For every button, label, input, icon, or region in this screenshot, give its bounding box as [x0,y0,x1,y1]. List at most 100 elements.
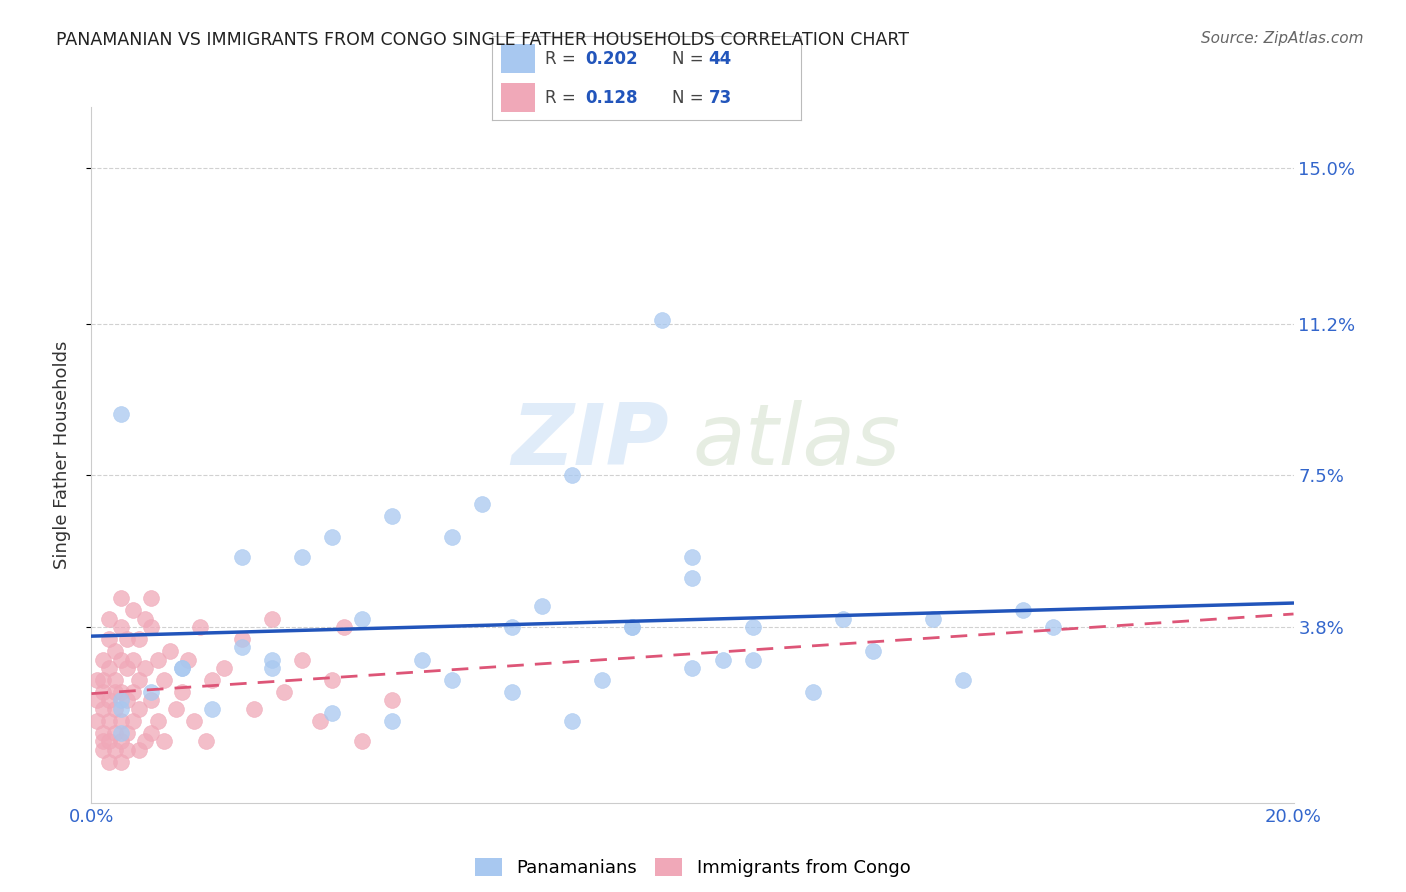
Point [231,632,253,646]
Text: 44: 44 [709,50,733,68]
Point [86,714,108,728]
Point [170,661,193,675]
Point [321,706,343,720]
Point [141,591,163,606]
Point [152,673,174,687]
Point [134,661,156,675]
Point [411,652,433,666]
Point [188,620,211,634]
Point [141,693,163,707]
Point [134,734,156,748]
Point [122,603,145,617]
Point [440,530,463,544]
Text: 0.202: 0.202 [585,50,637,68]
Point [231,640,253,655]
Point [93,673,115,687]
Point [93,701,115,715]
Point [141,685,163,699]
Point [128,632,150,646]
Point [104,742,127,756]
Point [170,685,193,699]
Point [308,714,330,728]
Point [128,701,150,715]
Point [260,661,283,675]
Text: atlas: atlas [692,400,900,483]
Point [333,620,356,634]
Point [117,693,139,707]
Bar [502,44,536,73]
Text: Source: ZipAtlas.com: Source: ZipAtlas.com [1201,31,1364,46]
Point [471,497,494,511]
Point [110,591,132,606]
Text: 73: 73 [709,88,733,106]
Point [621,620,644,634]
Point [128,673,150,687]
Point [321,673,343,687]
Point [291,550,314,565]
Point [104,726,127,740]
Point [93,685,115,699]
Point [321,530,343,544]
Point [117,632,139,646]
Point [98,632,121,646]
Point [98,661,121,675]
Point [801,685,824,699]
Bar [502,83,536,112]
Point [201,701,224,715]
Point [531,599,554,614]
Point [146,652,169,666]
Legend: Panamanians, Immigrants from Congo: Panamanians, Immigrants from Congo [467,850,918,884]
Point [591,673,613,687]
Point [146,714,169,728]
Point [651,313,673,327]
Point [93,652,115,666]
Text: N =: N = [672,88,709,106]
Point [170,661,193,675]
Point [110,620,132,634]
Point [176,652,198,666]
Point [1012,603,1035,617]
Point [291,652,314,666]
Point [104,673,127,687]
Point [681,550,703,565]
Y-axis label: Single Father Households: Single Father Households [52,341,70,569]
Point [93,726,115,740]
Point [381,509,404,524]
Point [134,612,156,626]
Point [93,734,115,748]
Point [561,468,583,483]
Point [110,734,132,748]
Point [122,685,145,699]
Point [165,701,187,715]
Point [681,571,703,585]
Point [110,701,132,715]
Point [104,701,127,715]
Point [711,652,734,666]
Point [273,685,295,699]
Point [561,714,583,728]
Point [110,714,132,728]
Point [117,661,139,675]
Point [212,661,235,675]
Text: N =: N = [672,50,709,68]
Point [621,620,644,634]
Point [741,652,763,666]
Point [681,661,703,675]
Text: R =: R = [544,50,581,68]
Point [122,652,145,666]
Point [110,685,132,699]
Point [117,726,139,740]
Point [350,612,373,626]
Point [231,550,253,565]
Point [242,701,264,715]
Point [194,734,217,748]
Point [93,742,115,756]
Point [86,673,108,687]
Point [862,644,884,658]
Point [952,673,974,687]
Point [98,612,121,626]
Point [501,620,523,634]
Point [110,652,132,666]
Point [501,685,523,699]
Point [141,620,163,634]
